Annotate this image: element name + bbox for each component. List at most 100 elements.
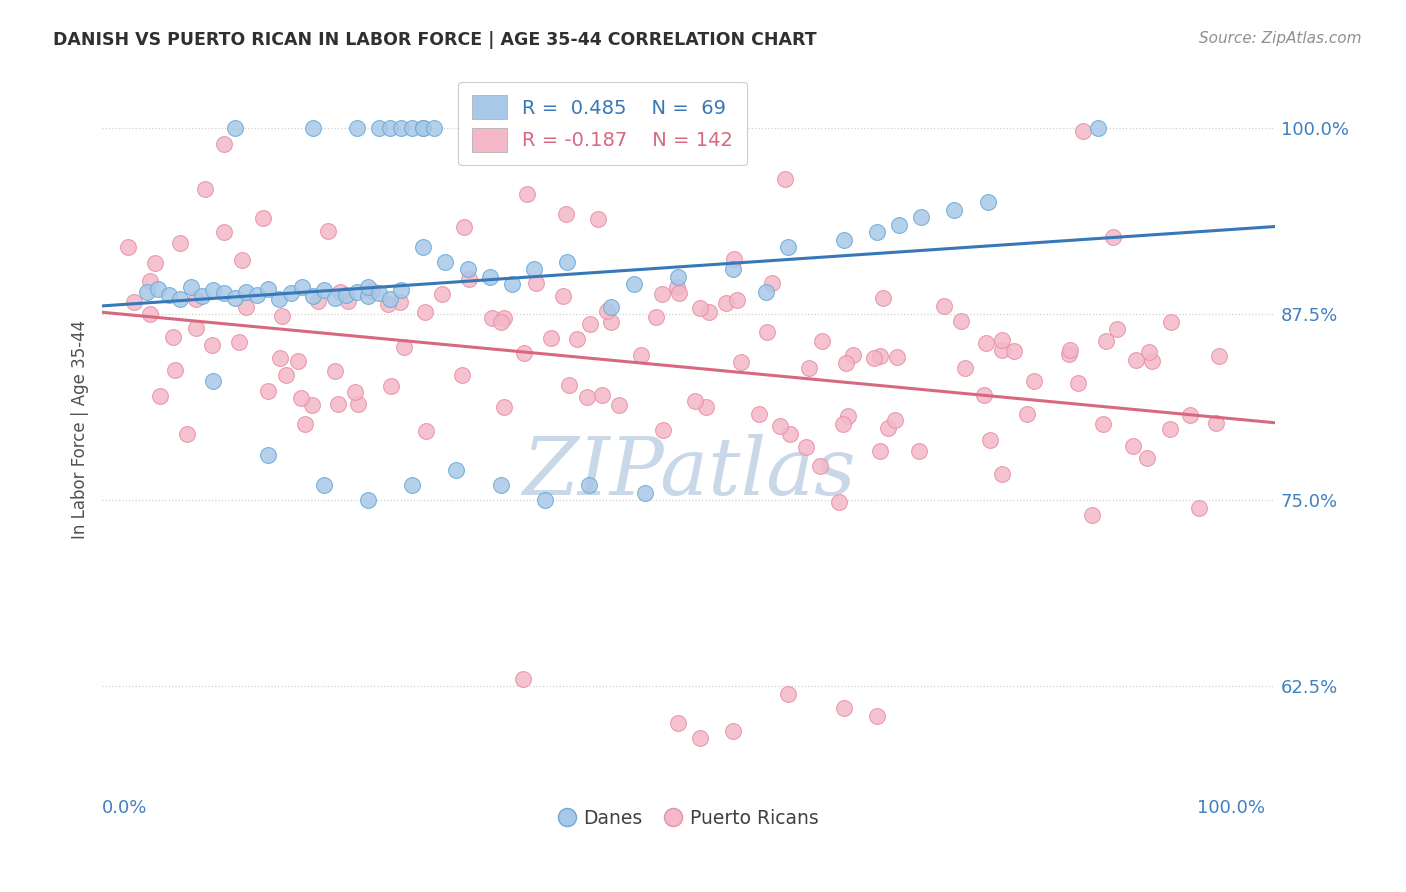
Point — [869, 443, 891, 458]
Text: DANISH VS PUERTO RICAN IN LABOR FORCE | AGE 35-44 CORRELATION CHART: DANISH VS PUERTO RICAN IN LABOR FORCE | … — [53, 31, 817, 49]
Point — [357, 289, 380, 303]
Point — [578, 318, 600, 332]
Point — [401, 478, 423, 492]
Point — [866, 709, 889, 723]
Point — [769, 419, 792, 434]
Point — [231, 252, 253, 267]
Point — [169, 292, 191, 306]
Point — [401, 121, 423, 136]
Point — [524, 276, 547, 290]
Point — [501, 277, 523, 292]
Point — [212, 136, 235, 151]
Point — [607, 398, 630, 412]
Point — [555, 255, 578, 269]
Point — [294, 417, 316, 431]
Point — [478, 269, 501, 284]
Point — [377, 297, 399, 311]
Point — [863, 351, 886, 366]
Point — [953, 361, 976, 376]
Point — [180, 280, 202, 294]
Point — [389, 294, 412, 309]
Point — [779, 426, 801, 441]
Point — [165, 363, 187, 377]
Point — [494, 310, 516, 325]
Text: ZIPatlas: ZIPatlas — [522, 434, 856, 511]
Point — [555, 207, 578, 221]
Point — [290, 391, 312, 405]
Point — [558, 378, 581, 392]
Point — [301, 121, 323, 136]
Point — [346, 285, 368, 299]
Point — [1180, 409, 1202, 423]
Point — [346, 121, 368, 136]
Point — [932, 299, 955, 313]
Point — [979, 433, 1001, 447]
Point — [884, 412, 907, 426]
Point — [876, 421, 898, 435]
Point — [973, 388, 995, 402]
Point — [723, 252, 745, 267]
Point — [368, 121, 391, 136]
Point — [748, 407, 770, 421]
Point — [623, 277, 645, 292]
Point — [184, 321, 207, 335]
Point — [575, 390, 598, 404]
Text: Source: ZipAtlas.com: Source: ZipAtlas.com — [1198, 31, 1361, 46]
Point — [1205, 416, 1227, 430]
Point — [1095, 334, 1118, 348]
Point — [312, 478, 335, 492]
Point — [301, 398, 323, 412]
Y-axis label: In Labor Force | Age 35-44: In Labor Force | Age 35-44 — [72, 320, 89, 539]
Point — [336, 293, 359, 308]
Point — [513, 346, 536, 360]
Point — [551, 289, 574, 303]
Point — [269, 351, 291, 365]
Point — [866, 225, 889, 239]
Point — [312, 283, 335, 297]
Point — [835, 356, 858, 370]
Point — [257, 384, 280, 398]
Point — [1067, 376, 1090, 391]
Point — [910, 211, 932, 225]
Point — [451, 368, 474, 382]
Point — [301, 289, 323, 303]
Point — [832, 701, 855, 715]
Point — [725, 293, 748, 307]
Point — [869, 349, 891, 363]
Point — [630, 349, 652, 363]
Point — [176, 426, 198, 441]
Point — [280, 286, 302, 301]
Point — [191, 289, 214, 303]
Point — [837, 409, 859, 424]
Point — [162, 330, 184, 344]
Point — [516, 186, 538, 201]
Point — [1125, 353, 1147, 368]
Point — [415, 425, 437, 439]
Point — [651, 287, 673, 301]
Point — [1002, 343, 1025, 358]
Point — [291, 280, 314, 294]
Point — [908, 443, 931, 458]
Point — [457, 262, 479, 277]
Point — [307, 293, 329, 308]
Point — [721, 262, 744, 277]
Point — [668, 286, 690, 301]
Point — [599, 315, 621, 329]
Point — [143, 256, 166, 270]
Point — [886, 351, 908, 365]
Point — [949, 313, 972, 327]
Point — [201, 338, 224, 352]
Point — [695, 400, 717, 414]
Point — [380, 379, 402, 393]
Point — [1208, 349, 1230, 363]
Point — [202, 283, 225, 297]
Point — [252, 211, 274, 226]
Point — [689, 301, 711, 315]
Point — [139, 308, 162, 322]
Point — [716, 296, 738, 310]
Point — [494, 400, 516, 414]
Point — [323, 291, 346, 305]
Point — [481, 311, 503, 326]
Point — [271, 309, 294, 323]
Point — [274, 368, 297, 383]
